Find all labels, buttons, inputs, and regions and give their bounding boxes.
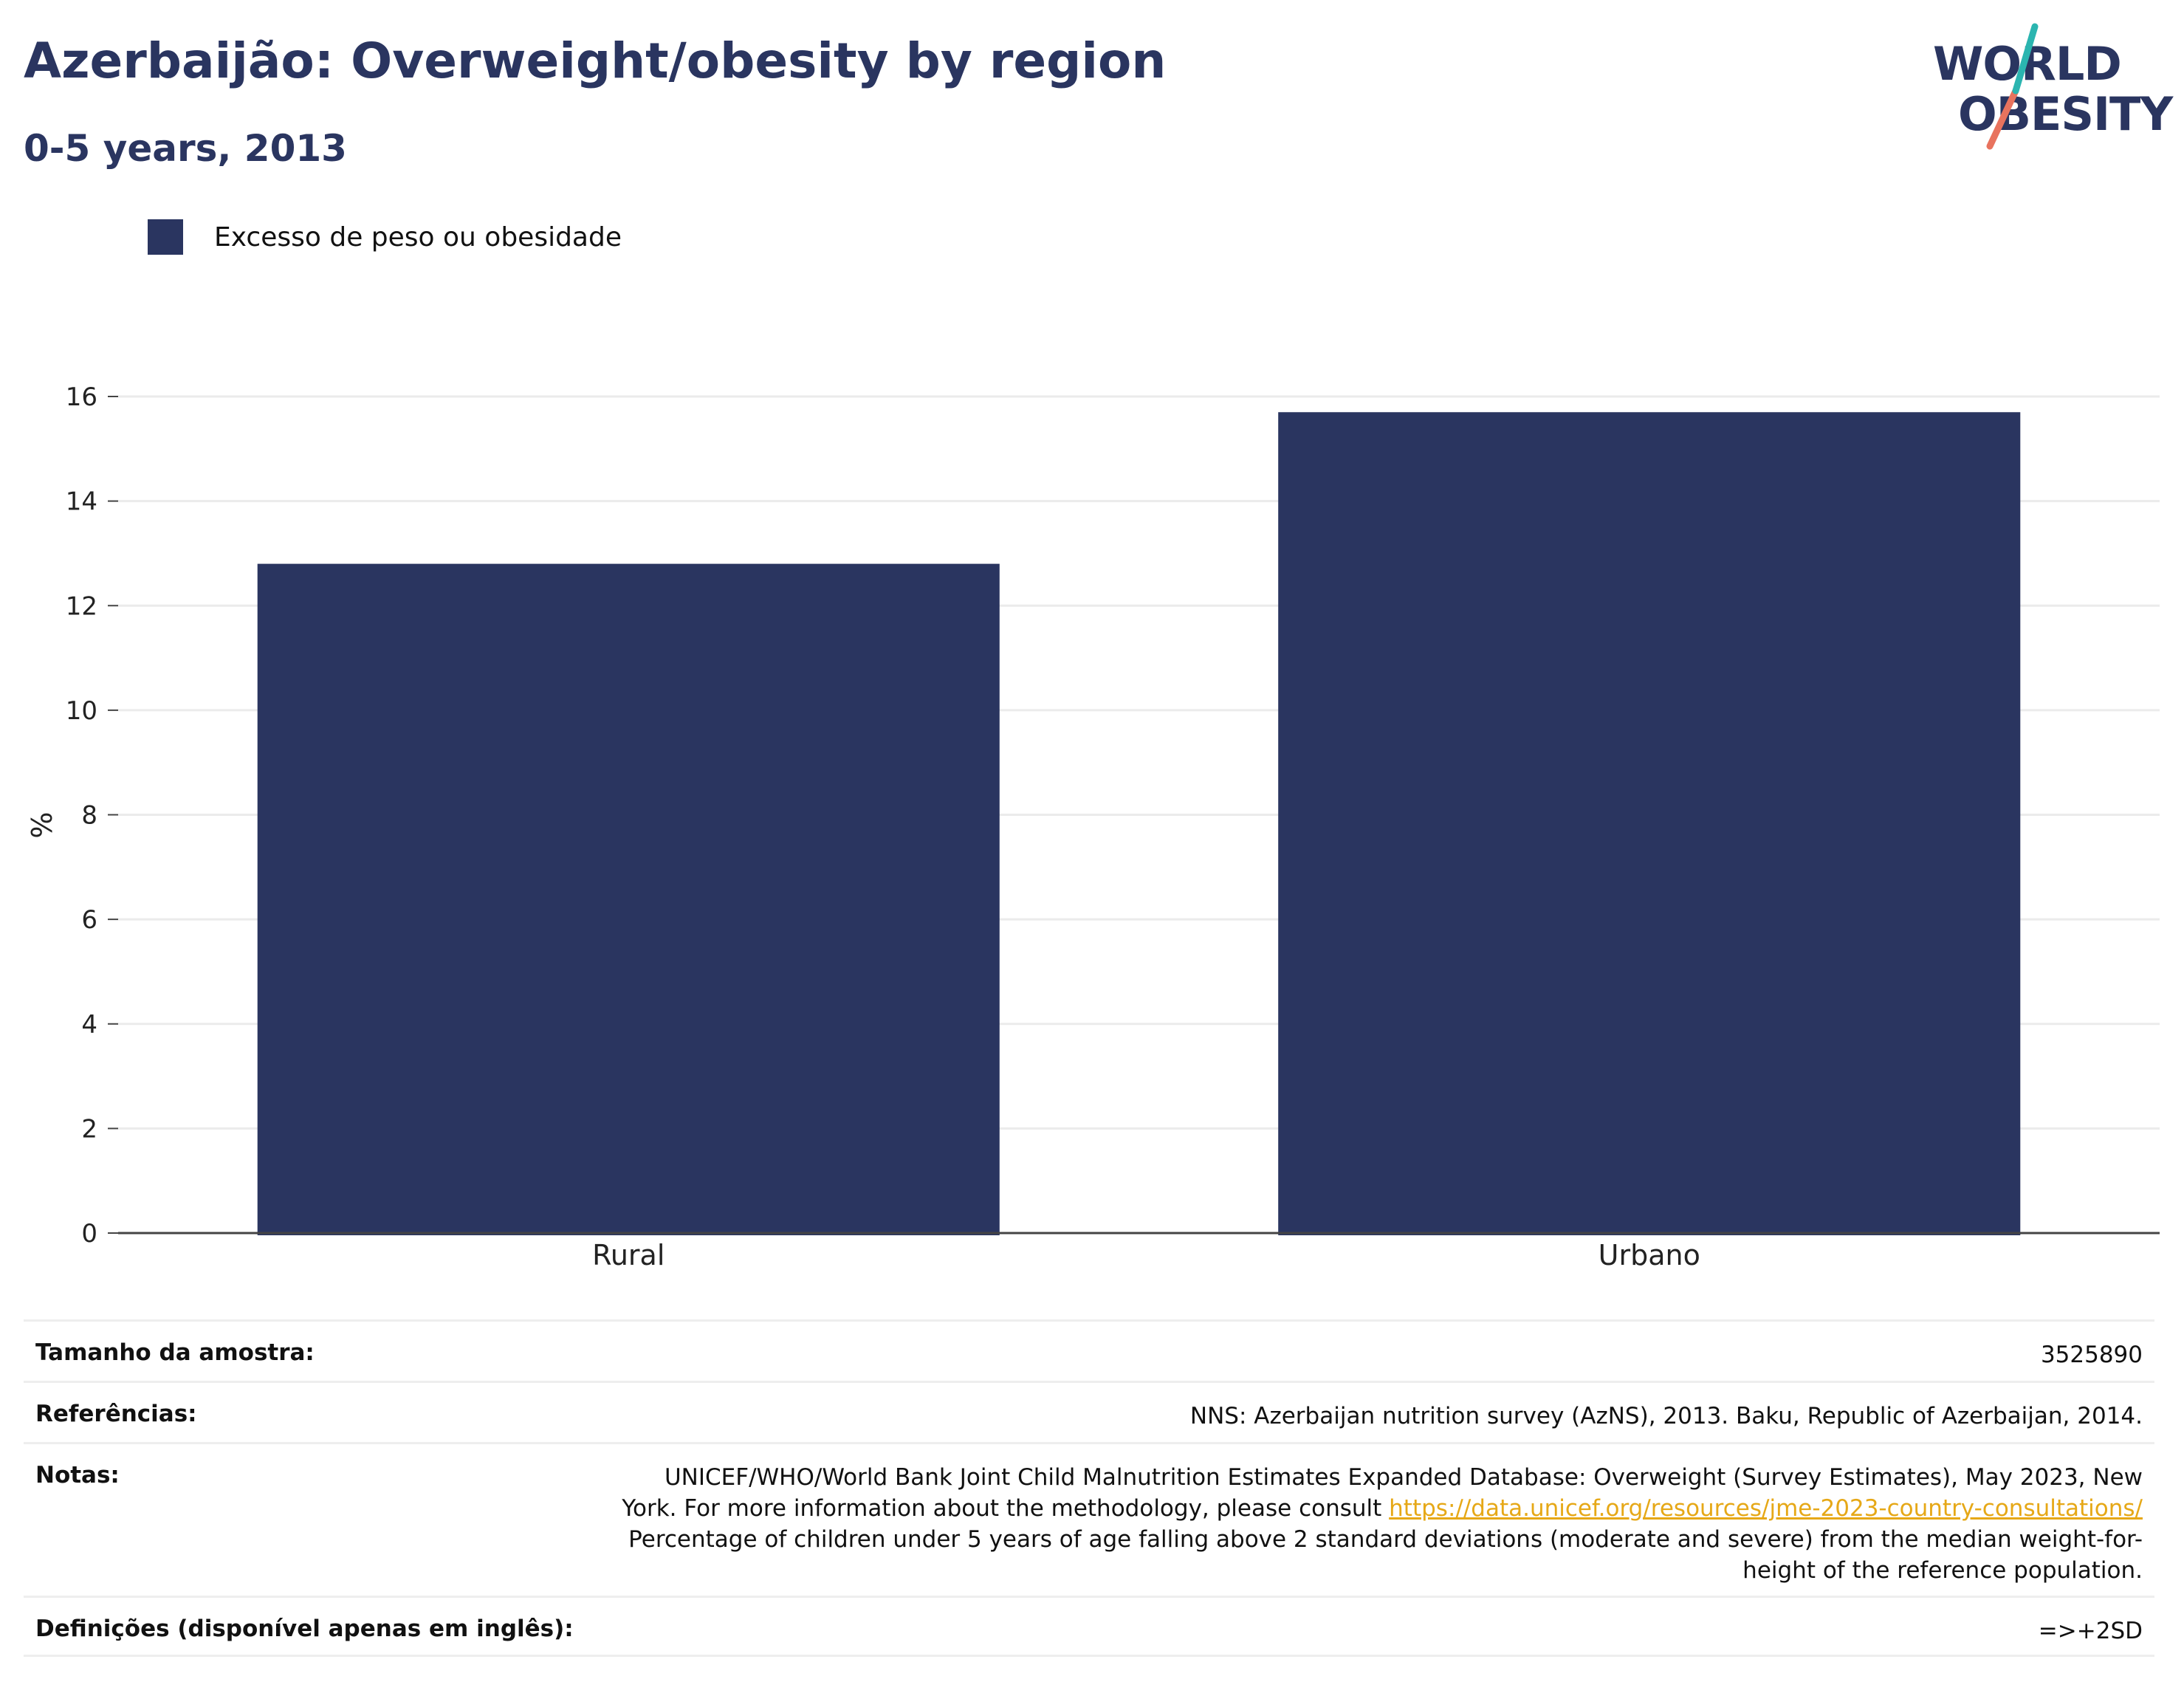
info-row-sample-size: Tamanho da amostra: 3525890 (24, 1319, 2154, 1381)
definitions-label: Definições (disponível apenas em inglês)… (35, 1616, 574, 1642)
bar-urbano (1278, 412, 2021, 1235)
chart-subtitle: 0-5 years, 2013 (24, 127, 347, 170)
y-tick-label: 4 (81, 1010, 97, 1040)
y-tick-label: 2 (81, 1114, 97, 1144)
definitions-value: =>+2SD (2038, 1618, 2143, 1644)
notes-text-after: Percentage of children under 5 years of … (628, 1526, 2143, 1584)
legend-label: Excesso de peso ou obesidade (214, 222, 622, 253)
sample-size-value: 3525890 (2040, 1342, 2143, 1368)
sample-size-label: Tamanho da amostra: (35, 1339, 315, 1366)
y-axis-label: % (26, 811, 58, 838)
notes-label: Notas: (35, 1462, 120, 1489)
info-row-definitions: Definições (disponível apenas em inglês)… (24, 1596, 2154, 1657)
y-tick-label: 0 (81, 1219, 97, 1249)
y-tick-label: 10 (66, 696, 97, 726)
references-value: NNS: Azerbaijan nutrition survey (AzNS),… (1189, 1403, 2143, 1429)
y-tick-label: 6 (81, 905, 97, 935)
references-label: Referências: (35, 1401, 197, 1427)
axes: 0 2 4 6 8 10 12 14 16 Rural Urbano (66, 382, 2160, 1271)
notes-link[interactable]: https://data.unicef.org/resources/jme-20… (1389, 1495, 2143, 1522)
world-obesity-logo: WORLD OBESITY (1920, 21, 2173, 154)
info-row-references: Referências: NNS: Azerbaijan nutrition s… (24, 1381, 2154, 1442)
y-tick-label: 14 (66, 487, 97, 517)
logo-slash-icon (1986, 23, 2039, 150)
legend-swatch (148, 219, 183, 255)
info-table: Tamanho da amostra: 3525890 Referências:… (24, 1319, 2154, 1657)
y-tick-label: 8 (81, 801, 97, 831)
notes-text-before: UNICEF/WHO/World Bank Joint Child Malnut… (622, 1464, 2143, 1522)
info-row-notes: Notas: UNICEF/WHO/World Bank Joint Child… (24, 1442, 2154, 1596)
bar-chart: 0 2 4 6 8 10 12 14 16 Rural Urbano % (26, 382, 2160, 1271)
y-tick-label: 16 (66, 382, 97, 412)
chart-legend: Excesso de peso ou obesidade (148, 219, 622, 255)
chart-title: Azerbaijão: Overweight/obesity by region (24, 32, 1167, 89)
bars (257, 412, 2021, 1235)
x-tick-label: Rural (592, 1239, 665, 1271)
y-tick-label: 12 (66, 591, 97, 621)
bar-rural (257, 563, 1000, 1235)
notes-value: UNICEF/WHO/World Bank Joint Child Malnut… (607, 1444, 2143, 1586)
x-tick-label: Urbano (1598, 1239, 1700, 1271)
